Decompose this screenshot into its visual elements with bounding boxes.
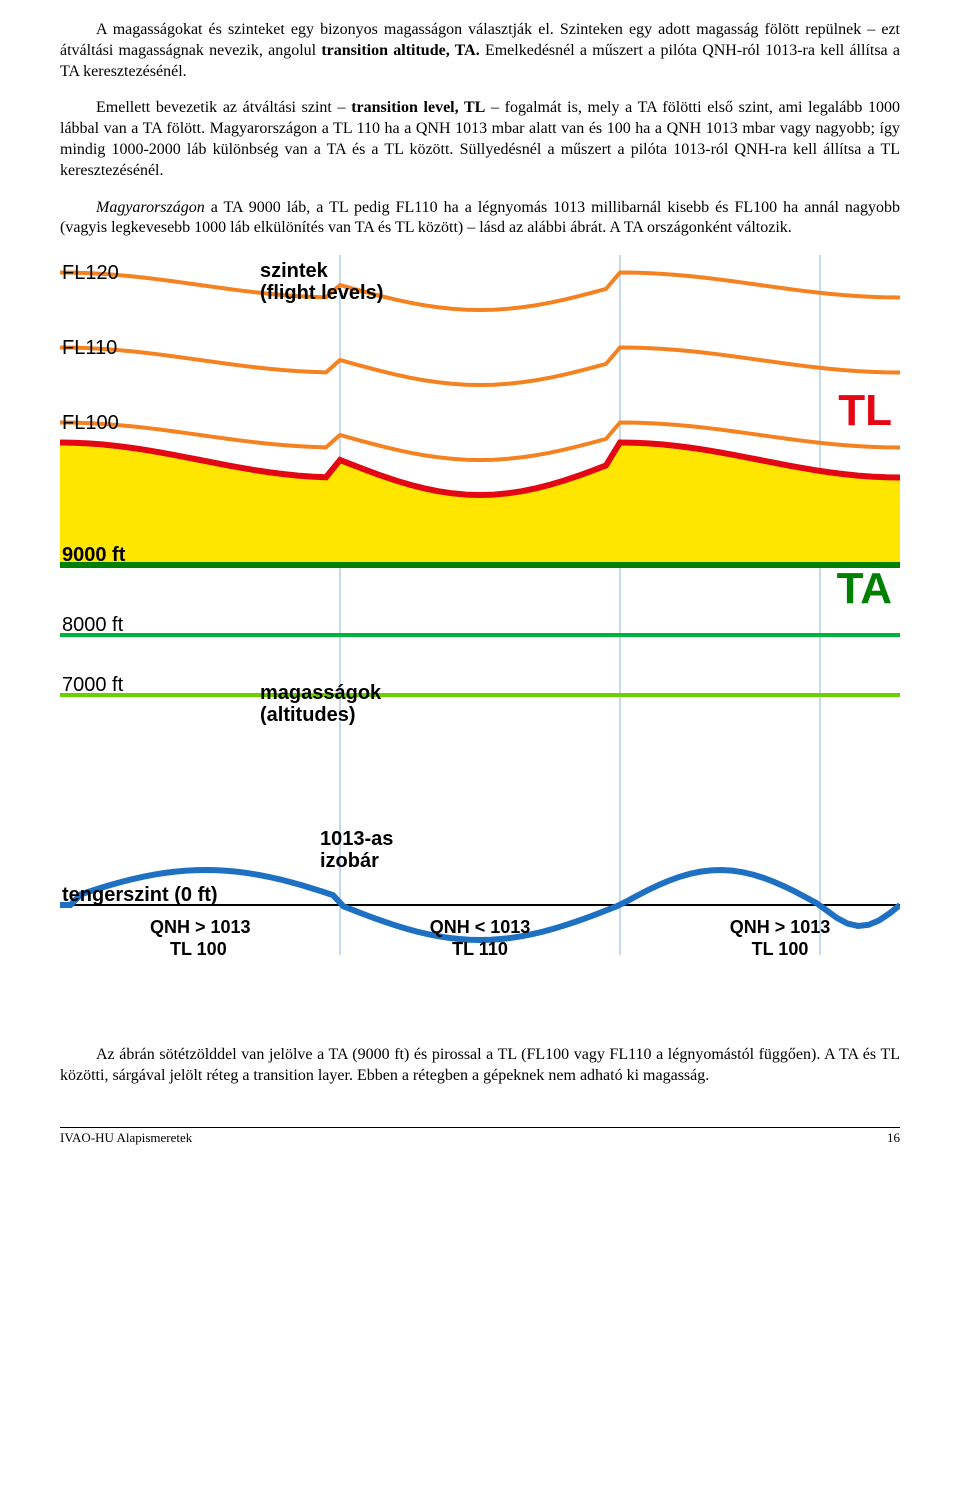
svg-text:(altitudes): (altitudes) xyxy=(260,704,356,726)
paragraph-2: Emellett bevezetik az átváltási szint – … xyxy=(60,98,900,181)
svg-text:TA: TA xyxy=(837,564,892,613)
paragraph-1: A magasságokat és szinteket egy bizonyos… xyxy=(60,20,900,82)
svg-text:TL 100: TL 100 xyxy=(752,939,809,959)
p2-text-bold: transition level, TL xyxy=(351,99,485,116)
svg-text:QNH > 1013: QNH > 1013 xyxy=(150,917,251,937)
svg-text:FL100: FL100 xyxy=(62,412,119,434)
svg-text:FL120: FL120 xyxy=(62,262,119,284)
svg-text:1013-as: 1013-as xyxy=(320,828,393,850)
p2-text-a: Emellett bevezetik az átváltási szint – xyxy=(96,99,351,116)
svg-text:szintek: szintek xyxy=(260,260,329,282)
svg-text:9000 ft: 9000 ft xyxy=(62,544,126,566)
svg-text:7000 ft: 7000 ft xyxy=(62,674,124,696)
svg-text:tengerszint (0 ft): tengerszint (0 ft) xyxy=(62,884,218,906)
svg-text:QNH < 1013: QNH < 1013 xyxy=(430,917,531,937)
footer-left: IVAO-HU Alapismeretek xyxy=(60,1130,192,1147)
svg-text:TL 100: TL 100 xyxy=(170,939,227,959)
svg-text:(flight levels): (flight levels) xyxy=(260,282,383,304)
transition-diagram: FL120 FL110 FL100 szintek(flight levels) TL 9… xyxy=(60,255,900,1015)
svg-text:TL: TL xyxy=(838,386,892,435)
svg-text:TL 110: TL 110 xyxy=(452,939,508,959)
svg-text:FL110: FL110 xyxy=(62,337,117,359)
paragraph-3: Magyarországon a TA 9000 láb, a TL pedig… xyxy=(60,198,900,240)
footer-page-number: 16 xyxy=(887,1130,900,1147)
paragraph-4: Az ábrán sötétzölddel van jelölve a TA (… xyxy=(60,1045,900,1087)
p1-text-bold: transition altitude, TA. xyxy=(321,42,479,59)
p3-text-italic: Magyarországon xyxy=(96,199,205,216)
svg-text:8000 ft: 8000 ft xyxy=(62,614,124,636)
p4-text: Az ábrán sötétzölddel van jelölve a TA (… xyxy=(60,1046,900,1084)
page-footer: IVAO-HU Alapismeretek 16 xyxy=(60,1127,900,1147)
svg-text:QNH > 1013: QNH > 1013 xyxy=(730,917,831,937)
svg-text:izobár: izobár xyxy=(320,850,379,872)
svg-text:magasságok: magasságok xyxy=(260,682,382,704)
